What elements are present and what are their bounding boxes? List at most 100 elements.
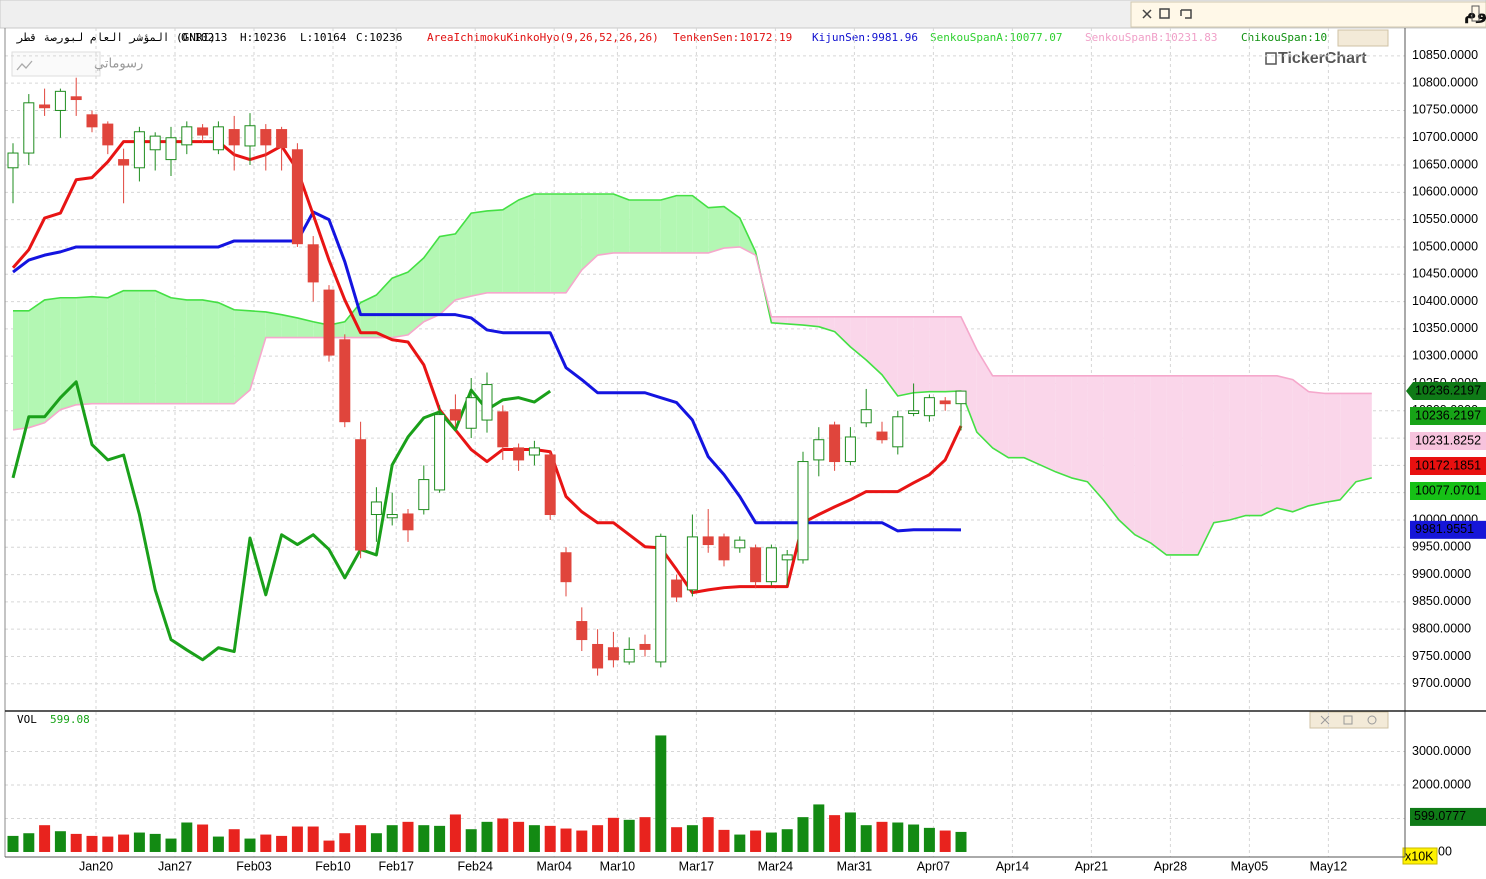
cloud xyxy=(202,299,219,404)
cloud xyxy=(502,200,519,293)
candle-body xyxy=(7,152,19,169)
candle-body xyxy=(54,90,66,111)
candle-body xyxy=(102,123,114,146)
volume-bar xyxy=(244,838,256,852)
close-icon[interactable] xyxy=(1142,9,1152,19)
cloud xyxy=(945,316,961,392)
candle-body xyxy=(750,547,762,583)
restore-icon[interactable] xyxy=(1159,8,1170,19)
candle-body xyxy=(228,129,240,146)
volume-bar xyxy=(228,829,240,852)
volume-bar xyxy=(623,819,635,852)
y-tick-label: 10300.0000 xyxy=(1412,348,1478,362)
y-tick-label: 10650.0000 xyxy=(1412,157,1478,171)
cloud xyxy=(1055,375,1072,478)
plot: المؤشر العام لبورصة قطر (GNRI)O:10213 H:1… xyxy=(5,28,1486,873)
cloud xyxy=(439,233,456,315)
cloud xyxy=(1198,375,1214,555)
cloud xyxy=(629,200,645,253)
volume-bar xyxy=(86,835,98,852)
drawings-label[interactable]: رسوماتي xyxy=(94,57,143,72)
volume-bar xyxy=(781,829,793,852)
volume-bar xyxy=(70,833,82,852)
x-tick-label: Feb10 xyxy=(315,859,350,873)
volume-bar xyxy=(434,825,446,852)
candle-body xyxy=(813,439,825,461)
candle-body xyxy=(655,535,667,663)
detach-icon[interactable] xyxy=(1180,9,1192,19)
title-tab xyxy=(1130,1,1486,28)
volume-bar xyxy=(892,822,904,852)
price-badge-label: 10172.1851 xyxy=(1415,458,1481,472)
price-badge xyxy=(1410,431,1486,450)
cloud xyxy=(1356,393,1372,482)
indicator-line xyxy=(12,246,1372,431)
cloud xyxy=(155,290,171,404)
info-text: AreaIchimokuKinkoHyo(9,26,52,26,26) xyxy=(427,31,659,44)
candle-body xyxy=(244,125,256,147)
x-tick-label: Apr07 xyxy=(917,859,950,873)
panel-buttons[interactable] xyxy=(1337,29,1389,47)
candle-body xyxy=(181,126,193,146)
unit-box xyxy=(1402,847,1438,865)
cloud xyxy=(76,296,92,405)
y-tick-label: 10800.0000 xyxy=(1412,75,1478,89)
candle-body xyxy=(386,514,398,519)
cloud xyxy=(455,213,472,300)
cloud xyxy=(1292,379,1309,512)
x-tick-label: Mar10 xyxy=(600,859,635,873)
x-tick-label: May12 xyxy=(1310,859,1348,873)
volume-bar xyxy=(497,818,509,852)
y-tick-label: 10500.0000 xyxy=(1412,239,1478,253)
candle-body xyxy=(402,513,414,531)
cloud xyxy=(1071,375,1088,482)
volume-bar xyxy=(528,825,540,852)
volume-bar xyxy=(260,834,272,852)
candle-body xyxy=(339,339,351,423)
volume-bar xyxy=(197,824,209,852)
window-icon[interactable] xyxy=(1471,5,1480,22)
candle-body xyxy=(765,547,777,583)
price-badge xyxy=(1410,406,1486,425)
cloud xyxy=(882,316,898,397)
x-tick-label: May05 xyxy=(1231,859,1269,873)
cloud xyxy=(803,316,819,327)
volume-bar xyxy=(291,826,303,852)
y-tick-label: 10750.0000 xyxy=(1412,103,1478,117)
volume-bar xyxy=(402,821,414,852)
cloud xyxy=(992,375,1009,458)
volume-bar xyxy=(133,832,145,852)
volume-bar xyxy=(829,815,841,852)
candle-body xyxy=(607,647,619,661)
volume-bar xyxy=(118,834,130,852)
volume-bar xyxy=(908,824,920,852)
x-tick-label: Feb03 xyxy=(236,859,271,873)
candle-body xyxy=(276,129,288,149)
cloud xyxy=(1040,375,1056,472)
candle-body xyxy=(481,384,493,421)
volume-bar xyxy=(23,833,35,852)
x-tick-label: Mar31 xyxy=(837,859,872,873)
candle-body xyxy=(560,552,572,583)
window-controls[interactable] xyxy=(1142,8,1192,19)
candle-body xyxy=(797,461,809,561)
candle-body xyxy=(623,648,635,663)
y-tick-label: 10450.0000 xyxy=(1412,267,1478,281)
info-text: KijunSen:9981.96 xyxy=(812,31,918,44)
candle-body xyxy=(844,436,856,463)
volume-panel-buttons[interactable] xyxy=(1309,711,1389,729)
cloud xyxy=(1340,393,1356,500)
candle-body xyxy=(781,554,793,561)
cloud xyxy=(1134,375,1151,543)
cloud xyxy=(44,297,61,423)
info-text: ChikouSpan:10 xyxy=(1241,31,1327,44)
info-text: H:10236 xyxy=(240,31,286,44)
volume-bar xyxy=(465,829,477,852)
price-badge-label: 10236.2197 xyxy=(1415,383,1481,397)
volume-label: VOL xyxy=(17,713,37,726)
cloud xyxy=(866,316,882,375)
price-badge xyxy=(1410,481,1486,500)
volume-bar xyxy=(592,825,604,852)
x-tick-label: Apr21 xyxy=(1075,859,1108,873)
x-tick-label: Mar04 xyxy=(536,859,571,873)
